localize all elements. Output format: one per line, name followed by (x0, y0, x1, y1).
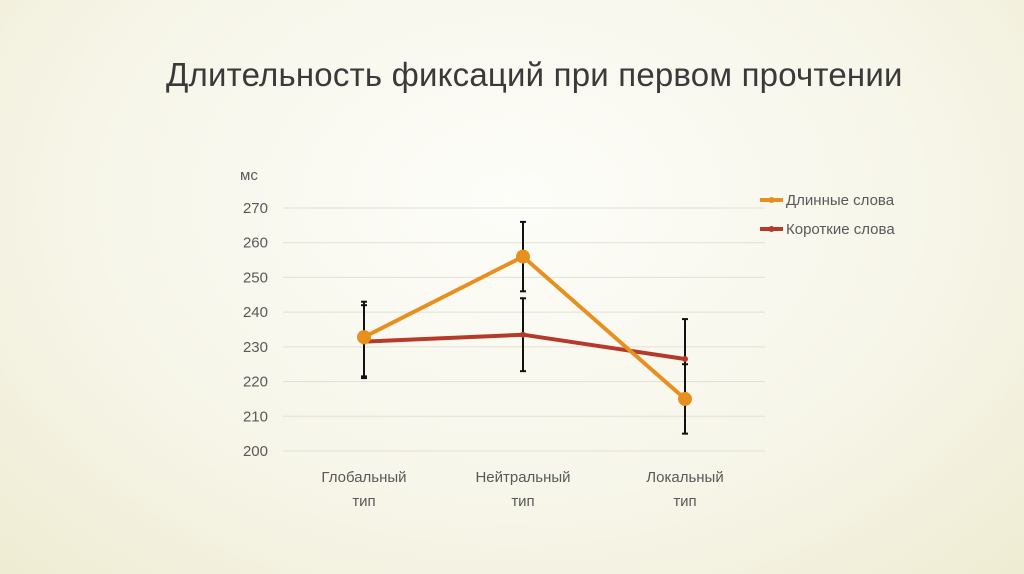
x-category-label: Глобальный (321, 469, 406, 486)
legend-label: Длинные слова (786, 192, 895, 209)
legend-marker (768, 226, 775, 232)
y-axis-unit-label: мс (240, 167, 258, 184)
x-category-label-line2: тип (511, 493, 534, 510)
data-point-marker (357, 330, 371, 345)
x-category-label: Нейтральный (475, 469, 570, 486)
data-point-marker (520, 331, 526, 338)
slide-title: Длительность фиксаций при первом прочтен… (166, 56, 903, 93)
data-point-marker (682, 356, 688, 363)
y-tick-label: 210 (243, 408, 268, 425)
data-point-marker (678, 391, 692, 406)
series-line (363, 254, 687, 401)
legend-marker (768, 197, 775, 203)
x-category-label-line2: тип (673, 493, 696, 510)
y-tick-label: 200 (243, 443, 268, 460)
x-category-label: Локальный (646, 469, 723, 486)
x-category-label-line2: тип (352, 493, 375, 510)
legend-label: Короткие слова (786, 221, 895, 238)
y-tick-label: 220 (243, 374, 268, 391)
y-tick-label: 250 (243, 269, 268, 286)
y-tick-label: 270 (243, 200, 268, 217)
y-tick-label: 240 (243, 304, 268, 321)
data-point-marker (516, 249, 530, 264)
y-tick-label: 230 (243, 339, 268, 356)
y-tick-label: 260 (243, 235, 268, 252)
